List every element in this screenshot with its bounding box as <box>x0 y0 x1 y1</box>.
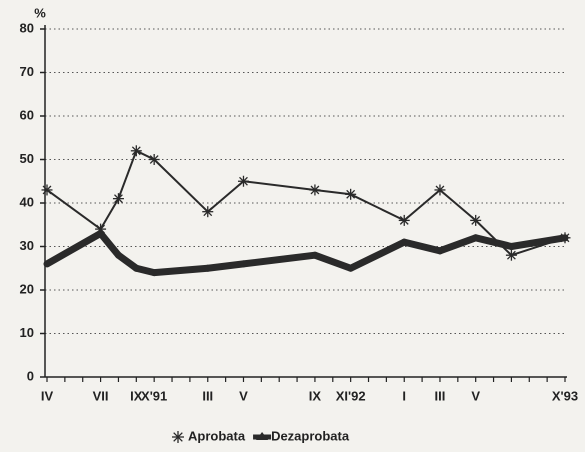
line-segment <box>403 188 441 222</box>
y-tick-label: 70 <box>20 64 34 79</box>
marker <box>505 249 517 261</box>
line-segment <box>135 149 156 161</box>
line-segment <box>347 238 408 272</box>
marker <box>434 184 446 196</box>
line-segment <box>99 197 120 231</box>
marker-stroke <box>173 432 183 442</box>
x-tick-label: X'93 <box>552 388 578 403</box>
marker <box>112 193 124 205</box>
marker-stroke <box>399 215 409 225</box>
y-tick-label: 80 <box>20 20 34 35</box>
x-tick-label: IV <box>41 388 54 403</box>
line-segment <box>400 238 444 255</box>
marker-stroke <box>471 215 481 225</box>
legend-label: Aprobata <box>188 428 246 443</box>
y-tick-label: 50 <box>20 151 34 166</box>
legend-marker <box>256 432 269 440</box>
marker <box>41 184 53 196</box>
marker-stroke <box>42 185 52 195</box>
y-tick-label: 40 <box>20 194 34 209</box>
x-tick-label: V <box>239 388 248 403</box>
line-segment <box>436 234 480 255</box>
marker <box>130 145 142 157</box>
series <box>41 145 571 261</box>
marker <box>398 214 410 226</box>
marker <box>309 184 321 196</box>
y-tick-label: 0 <box>27 368 34 383</box>
marker-stroke <box>435 185 445 195</box>
x-tick-label: III <box>435 388 446 403</box>
x-tick-label: XI'92 <box>336 388 366 403</box>
x-tick-label: III <box>202 388 213 403</box>
line-segment <box>474 219 513 257</box>
line-segment <box>507 234 569 250</box>
marker <box>148 154 160 165</box>
marker-stroke <box>506 250 516 260</box>
y-unit-label: % <box>34 5 46 20</box>
marker <box>202 206 214 218</box>
line-segment <box>117 149 138 200</box>
line-segment <box>150 264 212 277</box>
x-tick-label: I <box>402 388 406 403</box>
marker-stroke <box>346 189 356 199</box>
line-segment <box>43 229 105 268</box>
y-tick-label: 60 <box>20 107 34 122</box>
y-tick-label: 20 <box>20 281 34 296</box>
line-segment <box>349 193 406 222</box>
marker <box>345 188 357 200</box>
x-tick-label: VII <box>93 388 109 403</box>
line-segment <box>438 188 477 222</box>
legend-marker <box>172 431 184 443</box>
series <box>43 229 569 277</box>
line-segment <box>204 260 247 272</box>
line-segment <box>311 251 355 272</box>
marker-stroke <box>310 185 320 195</box>
line-segment <box>114 251 140 272</box>
marker-stroke <box>131 146 141 156</box>
x-tick-label: X'91 <box>141 388 167 403</box>
line-segment <box>97 229 122 259</box>
line-segment <box>46 188 102 231</box>
line-segment <box>153 158 209 213</box>
marker-stroke <box>149 155 159 164</box>
marker-stroke <box>114 194 123 204</box>
marker <box>237 175 249 187</box>
x-tick-label: V <box>471 388 480 403</box>
line-segment <box>313 188 352 196</box>
marker <box>470 214 482 226</box>
line-segment <box>206 180 245 213</box>
line-segment <box>242 180 316 191</box>
marker-stroke <box>239 176 248 186</box>
y-tick-label: 10 <box>20 325 34 340</box>
x-tick-label: IX <box>130 388 143 403</box>
marker-stroke <box>203 207 213 217</box>
line-segment <box>239 251 319 268</box>
x-tick-label: IX <box>309 388 322 403</box>
legend-label: Dezaprobata <box>271 428 350 443</box>
y-tick-label: 30 <box>20 238 34 253</box>
line-segment <box>472 234 515 250</box>
